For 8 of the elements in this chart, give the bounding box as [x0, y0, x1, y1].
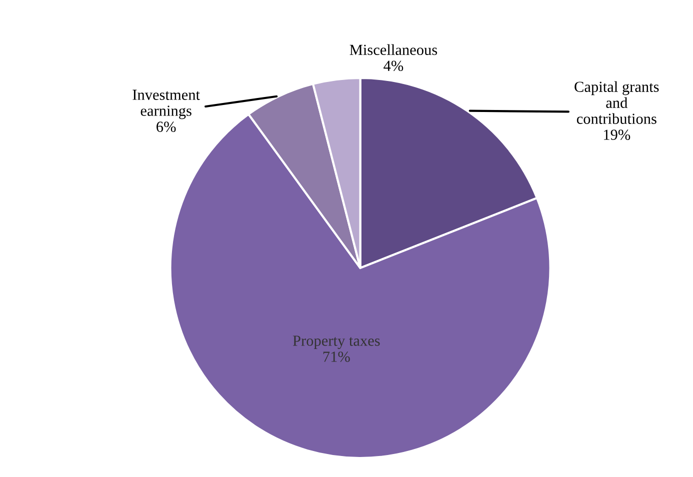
- slice-label: Investment earnings: [132, 90, 200, 120]
- data-label: 4%: [384, 60, 404, 72]
- slice-label: Property taxes: [292, 336, 380, 350]
- slice-label: Miscellaneous: [350, 44, 438, 56]
- slice-label: Capital grants and contributions: [574, 81, 659, 124]
- data-label: 19%: [604, 130, 630, 140]
- data-label: 71%: [323, 352, 350, 362]
- data-label: 6%: [156, 122, 176, 132]
